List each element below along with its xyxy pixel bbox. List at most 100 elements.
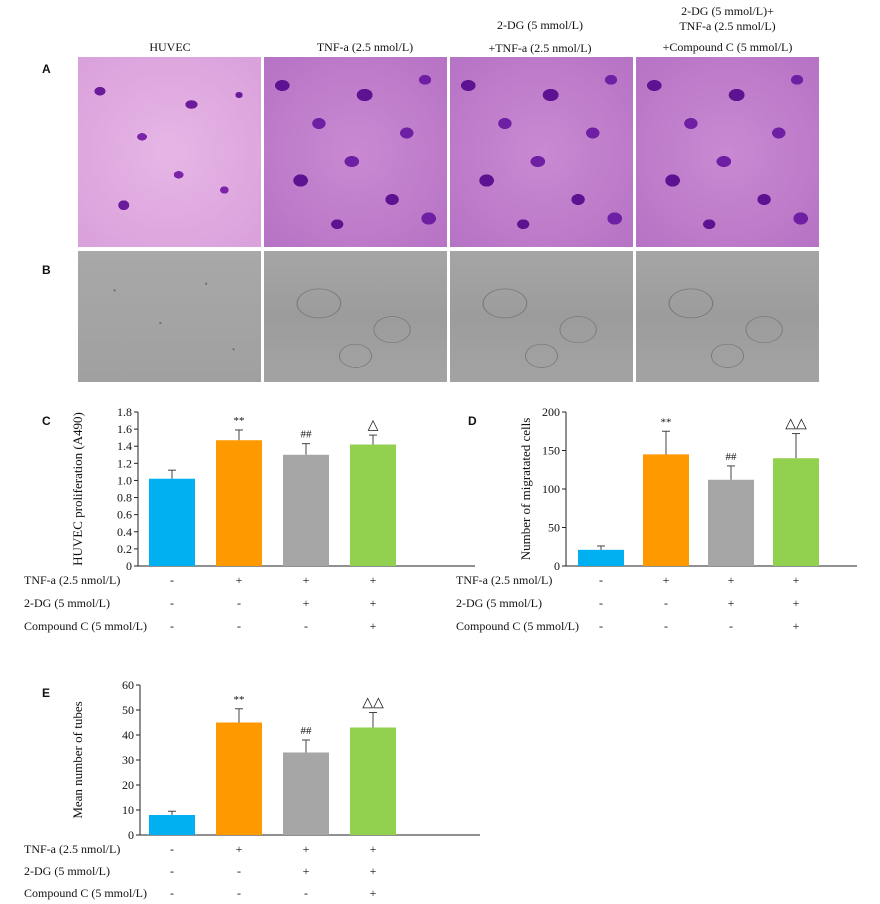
significance-annotation: ## xyxy=(301,429,313,441)
bar xyxy=(149,478,195,566)
condition-mark: - xyxy=(170,886,174,900)
y-tick-label: 50 xyxy=(548,521,560,535)
bar xyxy=(708,479,754,566)
significance-annotation: ## xyxy=(301,725,313,737)
condition-mark: - xyxy=(170,864,174,878)
condition-mark: + xyxy=(662,573,670,587)
bar xyxy=(216,722,262,835)
condition-mark: - xyxy=(170,573,174,587)
condition-mark: - xyxy=(599,573,603,587)
column-header-huvec: HUVEC xyxy=(149,40,191,54)
significance-annotation: ## xyxy=(726,451,738,463)
condition-mark: - xyxy=(170,596,174,610)
bar xyxy=(350,727,396,835)
condition-mark: + xyxy=(302,596,310,610)
bar xyxy=(283,752,329,835)
micrograph-a-2dg-tnf xyxy=(450,57,633,247)
chart-d-migration: Number of migratated cells 0 50 100 150 200 **… xyxy=(518,405,857,573)
condition-mark: - xyxy=(237,596,241,610)
micrograph-b-huvec xyxy=(78,251,261,382)
panel-label-a: A xyxy=(42,62,51,76)
condition-mark: - xyxy=(237,619,241,633)
y-tick-label: 1.8 xyxy=(117,405,132,419)
micrograph-a-2dg-tnf-compoundc xyxy=(636,57,819,247)
significance-annotation: △ xyxy=(368,418,379,433)
y-tick-label: 40 xyxy=(122,728,134,742)
y-tick-label: 60 xyxy=(122,678,134,692)
condition-mark: + xyxy=(235,573,243,587)
y-tick-label: 200 xyxy=(542,405,560,419)
condition-mark: + xyxy=(369,842,377,856)
condition-mark: + xyxy=(792,596,800,610)
y-tick-label: 0.6 xyxy=(117,508,132,522)
y-axis-label: Number of migratated cells xyxy=(518,418,533,561)
y-tick-label: 1.4 xyxy=(117,439,132,453)
condition-mark: + xyxy=(302,864,310,878)
bar xyxy=(773,458,819,566)
chart-e-tubes: Mean number of tubes 0 10 20 30 40 50 60 ** ## △△ xyxy=(70,678,480,842)
condition-mark: + xyxy=(792,573,800,587)
y-tick-label: 150 xyxy=(542,444,560,458)
y-tick-label: 20 xyxy=(122,778,134,792)
condition-mark: - xyxy=(664,619,668,633)
significance-annotation: ** xyxy=(234,694,245,706)
condition-label: Compound C (5 mmol/L) xyxy=(24,619,147,633)
micrograph-a-tnf xyxy=(264,57,447,247)
bar xyxy=(578,549,624,566)
condition-mark: + xyxy=(369,886,377,900)
y-tick-label: 50 xyxy=(122,703,134,717)
y-tick-label: 1.2 xyxy=(117,456,132,470)
condition-mark: + xyxy=(369,619,377,633)
y-tick-label: 0.2 xyxy=(117,542,132,556)
condition-label: Compound C (5 mmol/L) xyxy=(456,619,579,633)
condition-mark: + xyxy=(727,596,735,610)
condition-label: TNF-a (2.5 nmol/L) xyxy=(24,573,121,587)
y-axis-label: HUVEC proliferation (A490) xyxy=(70,412,85,566)
micrograph-b-2dg-tnf-compoundc xyxy=(636,251,819,382)
micrograph-b-2dg-tnf xyxy=(450,251,633,382)
column-header-tnf: TNF-a (2.5 nmol/L) xyxy=(316,40,414,54)
y-tick-label: 1.6 xyxy=(117,422,132,436)
column-header-2dg-tnf: 2-DG (5 mmol/L) +TNF-a (2.5 nmol/L) xyxy=(488,18,592,55)
condition-mark: - xyxy=(304,886,308,900)
condition-label: 2-DG (5 mmol/L) xyxy=(24,864,110,878)
condition-mark: - xyxy=(599,596,603,610)
condition-mark: + xyxy=(369,596,377,610)
condition-mark: + xyxy=(369,864,377,878)
column-header-2dg-tnf-compoundc: 2-DG (5 mmol/L)+ TNF-a (2.5 nmol/L) +Com… xyxy=(662,4,793,54)
y-tick-label: 0 xyxy=(554,559,560,573)
condition-mark: + xyxy=(369,573,377,587)
y-tick-label: 30 xyxy=(122,753,134,767)
condition-mark: - xyxy=(664,596,668,610)
condition-mark: - xyxy=(170,842,174,856)
condition-mark: + xyxy=(792,619,800,633)
y-tick-label: 1.0 xyxy=(117,473,132,487)
panel-label-c: C xyxy=(42,414,51,428)
condition-mark: + xyxy=(302,573,310,587)
condition-mark: + xyxy=(727,573,735,587)
condition-mark: - xyxy=(237,886,241,900)
condition-label: Compound C (5 mmol/L) xyxy=(24,886,147,900)
bar xyxy=(350,444,396,566)
condition-mark: - xyxy=(304,619,308,633)
y-tick-label: 0.4 xyxy=(117,525,132,539)
condition-label: TNF-a (2.5 nmol/L) xyxy=(456,573,553,587)
y-tick-label: 100 xyxy=(542,482,560,496)
significance-annotation: ** xyxy=(661,416,672,428)
y-tick-label: 10 xyxy=(122,803,134,817)
condition-mark: - xyxy=(237,864,241,878)
condition-mark: - xyxy=(599,619,603,633)
panel-label-e: E xyxy=(42,686,51,700)
condition-label: TNF-a (2.5 nmol/L) xyxy=(24,842,121,856)
condition-label: 2-DG (5 mmol/L) xyxy=(456,596,542,610)
significance-annotation: △△ xyxy=(785,417,807,432)
condition-mark: + xyxy=(235,842,243,856)
y-tick-label: 0 xyxy=(126,559,132,573)
panel-label-d: D xyxy=(468,414,477,428)
y-axis-label: Mean number of tubes xyxy=(70,701,85,818)
micrograph-a-huvec xyxy=(78,57,261,247)
chart-c-proliferation: HUVEC proliferation (A490) 0 0.2 0.4 0.6 0.8 1… xyxy=(70,405,475,573)
significance-annotation: △△ xyxy=(362,696,384,711)
y-tick-label: 0.8 xyxy=(117,491,132,505)
bar xyxy=(149,815,195,835)
